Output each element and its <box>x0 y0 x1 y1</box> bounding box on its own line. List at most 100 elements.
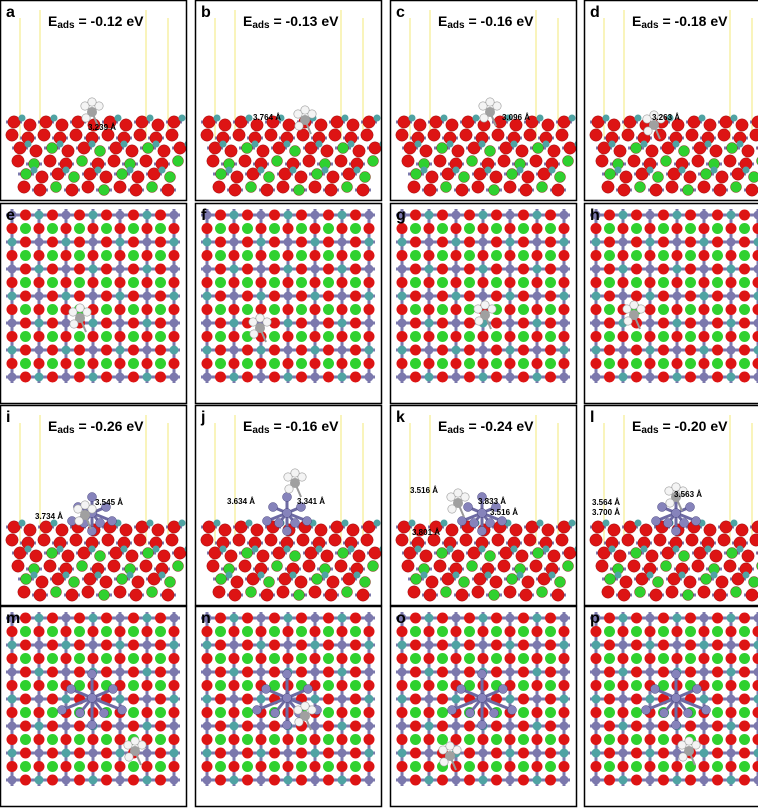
green-atom <box>701 574 712 585</box>
metal-atom <box>673 238 682 247</box>
metal-atom <box>338 265 347 274</box>
metal-atom <box>116 373 125 382</box>
metal-atom <box>284 614 293 623</box>
metal-atom <box>57 141 64 148</box>
metal-atom <box>754 373 758 382</box>
cluster-atom <box>58 706 67 715</box>
green-atom <box>74 331 85 342</box>
metal-atom <box>246 115 253 122</box>
energy-subscript: ads <box>447 425 465 436</box>
metal-atom <box>700 776 709 785</box>
green-atom <box>653 577 664 588</box>
oxygen-atom <box>315 524 327 536</box>
green-atom <box>410 707 421 718</box>
metal-atom <box>89 292 98 301</box>
oxygen-atom <box>34 653 45 664</box>
panel-content <box>396 10 582 196</box>
oxygen-atom <box>658 318 669 329</box>
oxygen-atom <box>142 277 153 288</box>
oxygen-atom <box>404 547 416 559</box>
green-atom <box>533 548 544 559</box>
green-atom <box>410 304 421 315</box>
oxygen-atom <box>7 653 18 664</box>
metal-atom <box>230 641 239 650</box>
oxygen-atom <box>694 142 706 154</box>
metal-atom <box>25 141 32 148</box>
oxygen-atom <box>545 775 556 786</box>
green-atom <box>563 156 574 167</box>
metal-atom <box>506 265 515 274</box>
green-atom <box>143 548 154 559</box>
green-atom <box>485 146 496 157</box>
oxygen-atom <box>396 129 408 141</box>
green-atom <box>701 169 712 180</box>
metal-atom <box>203 668 212 677</box>
oxygen-atom <box>672 653 683 664</box>
oxygen-atom <box>726 304 737 315</box>
green-atom <box>74 277 85 288</box>
metal-atom <box>711 167 718 174</box>
green-atom <box>47 331 58 342</box>
oxygen-atom <box>591 331 602 342</box>
metal-atom <box>252 546 259 553</box>
metal-atom <box>398 265 407 274</box>
oxygen-atom <box>526 521 538 533</box>
green-atom <box>269 734 280 745</box>
oxygen-atom <box>350 318 361 329</box>
oxygen-atom <box>685 721 696 732</box>
green-atom <box>69 577 80 588</box>
green-atom <box>437 734 448 745</box>
metal-atom <box>646 722 655 731</box>
panel-label: h <box>590 207 600 224</box>
oxygen-atom <box>464 775 475 786</box>
oxygen-atom <box>296 613 307 624</box>
oxygen-atom <box>134 129 146 141</box>
metal-atom <box>116 346 125 355</box>
metal-atom <box>754 211 758 220</box>
panel: kEads = -0.24 eV3.516 Å3.833 Å3.516 Å3.8… <box>391 406 582 606</box>
green-atom <box>216 574 227 585</box>
oxygen-atom <box>283 761 294 772</box>
oxygen-atom <box>478 761 489 772</box>
oxygen-atom <box>545 210 556 221</box>
energy-subscript: ads <box>57 20 75 31</box>
energy-symbol: E <box>632 418 641 434</box>
metal-atom <box>398 238 407 247</box>
oxygen-atom <box>142 653 153 664</box>
metal-atom <box>425 722 434 731</box>
oxygen-atom <box>215 264 226 275</box>
oxygen-atom <box>128 264 139 275</box>
oxygen-atom <box>604 318 615 329</box>
oxygen-atom <box>14 547 26 559</box>
metal-atom <box>517 572 524 579</box>
oxygen-atom <box>136 116 148 128</box>
green-atom <box>631 250 642 261</box>
oxygen-atom <box>424 277 435 288</box>
oxygen-atom <box>310 331 321 342</box>
metal-atom <box>116 292 125 301</box>
metal-atom <box>754 614 758 623</box>
oxygen-atom <box>739 318 750 329</box>
metal-atom <box>338 319 347 328</box>
oxygen-atom <box>296 775 307 786</box>
oxygen-atom <box>712 291 723 302</box>
oxygen-atom <box>44 155 56 167</box>
metal-atom <box>257 641 266 650</box>
oxygen-atom <box>142 331 153 342</box>
oxygen-atom <box>162 589 174 601</box>
oxygen-atom <box>8 116 20 128</box>
oxygen-atom <box>618 707 629 718</box>
oxygen-atom <box>310 223 321 234</box>
panel-content <box>201 415 387 601</box>
green-atom <box>605 574 616 585</box>
metal-atom <box>560 238 569 247</box>
green-atom <box>101 653 112 664</box>
green-atom <box>658 331 669 342</box>
oxygen-atom <box>155 640 166 651</box>
metal-atom <box>203 373 212 382</box>
oxygen-atom <box>47 237 58 248</box>
cluster-atom <box>672 527 681 536</box>
green-atom <box>545 277 556 288</box>
panel-label: o <box>396 610 406 627</box>
oxygen-atom <box>7 680 18 691</box>
